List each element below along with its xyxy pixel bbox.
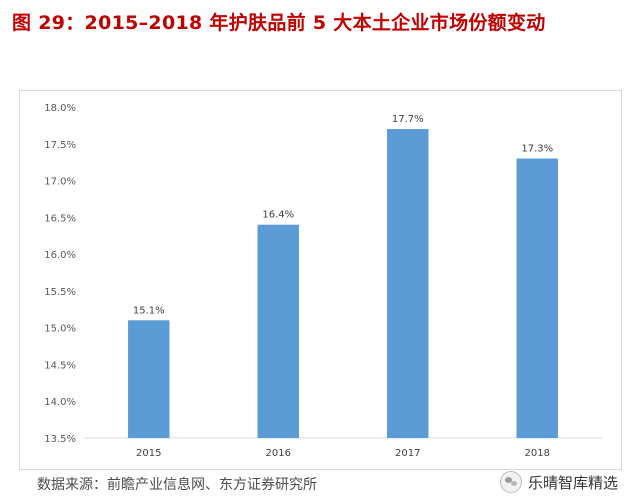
data-label-2018: 17.3% xyxy=(521,143,553,154)
bar-2018 xyxy=(516,158,558,438)
watermark-text: 乐晴智库精选 xyxy=(528,473,619,492)
watermark: 乐晴智库精选 xyxy=(500,471,618,493)
x-tick-label-2016: 2016 xyxy=(266,448,291,459)
x-tick-label-2015: 2015 xyxy=(136,448,161,459)
y-tick-label: 16.5% xyxy=(44,213,76,224)
bar-2015 xyxy=(128,320,170,438)
y-tick-label: 18.0% xyxy=(44,103,76,114)
data-label-2016: 16.4% xyxy=(262,210,294,221)
y-tick-label: 14.0% xyxy=(44,397,76,408)
x-axis: 2015 2016 2017 2018 xyxy=(84,437,602,459)
bar-2017 xyxy=(387,129,429,439)
y-tick-label: 17.5% xyxy=(44,140,76,151)
y-tick-label: 13.5% xyxy=(44,434,76,445)
data-labels: 15.1% 16.4% 17.7% 17.3% xyxy=(133,114,553,316)
y-tick-label: 14.5% xyxy=(44,360,76,371)
x-tick-label-2017: 2017 xyxy=(395,448,420,459)
wechat-icon xyxy=(500,471,522,493)
y-tick-label: 16.0% xyxy=(44,250,76,261)
y-tick-label: 15.0% xyxy=(44,324,76,335)
chart-frame xyxy=(19,90,622,470)
x-tick-label-2018: 2018 xyxy=(525,448,550,459)
y-tick-label: 15.5% xyxy=(44,287,76,298)
y-axis: 13.5% 14.0% 14.5% 15.0% 15.5% 16.0% 16.5% 17.0%… xyxy=(44,103,76,445)
bar-chart: 13.5% 14.0% 14.5% 15.0% 15.5% 16.0% 16.5% 17.0%… xyxy=(44,103,602,459)
figure-title: 图 29：2015–2018 年护肤品前 5 大本土企业市场份额变动 xyxy=(12,12,546,34)
data-label-2015: 15.1% xyxy=(133,305,165,316)
bar-2016 xyxy=(257,224,299,438)
y-tick-label: 17.0% xyxy=(44,177,76,188)
bars xyxy=(128,129,558,439)
source-note: 数据来源：前瞻产业信息网、东方证券研究所 xyxy=(37,477,317,493)
data-label-2017: 17.7% xyxy=(392,114,424,125)
